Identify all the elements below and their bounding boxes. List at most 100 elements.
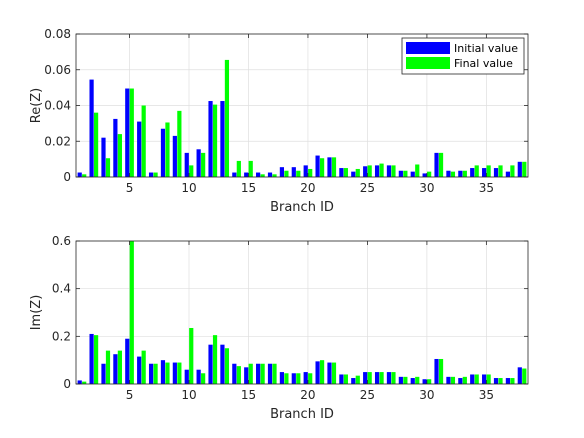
- bar-final-value: [117, 134, 122, 177]
- bar-final-value: [105, 350, 111, 384]
- bar-final-value: [427, 379, 432, 384]
- bar-initial-value: [374, 372, 380, 384]
- bar-final-value: [474, 374, 479, 384]
- bar-initial-value: [351, 171, 356, 177]
- bar-initial-value: [125, 338, 130, 384]
- im-z-plot-area: [76, 241, 528, 384]
- bar-final-value: [427, 171, 432, 177]
- bar-final-value: [129, 241, 134, 384]
- bar-initial-value: [291, 167, 296, 177]
- bar-initial-value: [125, 88, 130, 177]
- bar-final-value: [319, 158, 325, 177]
- bar-initial-value: [184, 152, 189, 177]
- bar-initial-value: [160, 360, 166, 384]
- y-tick-label: 0.08: [44, 27, 71, 41]
- re-z-y-axis-label: Re(Z): [29, 88, 44, 124]
- bar-initial-value: [148, 172, 154, 177]
- bar-final-value: [272, 363, 277, 384]
- bar-initial-value: [101, 363, 106, 384]
- bar-final-value: [343, 168, 348, 177]
- bar-final-value: [462, 170, 467, 177]
- bar-initial-value: [505, 171, 511, 177]
- bar-final-value: [474, 165, 479, 177]
- bar-final-value: [165, 362, 170, 384]
- bar-initial-value: [482, 168, 487, 177]
- x-tick-label: 15: [241, 388, 256, 402]
- bar-final-value: [403, 170, 408, 177]
- bar-initial-value: [517, 367, 522, 384]
- bar-initial-value: [363, 166, 368, 177]
- x-tick-label: 5: [126, 181, 134, 195]
- bar-final-value: [498, 165, 503, 177]
- bar-final-value: [129, 88, 134, 177]
- bar-final-value: [415, 164, 420, 177]
- bar-initial-value: [113, 354, 118, 384]
- y-tick-label: 0.4: [52, 282, 71, 296]
- bar-initial-value: [267, 172, 273, 177]
- bar-final-value: [391, 372, 396, 384]
- bar-initial-value: [291, 373, 296, 384]
- bar-initial-value: [386, 165, 392, 177]
- bar-initial-value: [493, 168, 499, 177]
- bar-initial-value: [303, 372, 308, 384]
- y-tick-label: 0.06: [44, 63, 71, 77]
- bar-final-value: [141, 350, 146, 384]
- y-tick-label: 0.6: [52, 234, 71, 248]
- bar-final-value: [438, 152, 444, 177]
- bar-initial-value: [244, 367, 249, 384]
- bar-initial-value: [137, 356, 142, 384]
- im-z-chart: 0 0.2 0.4 0.6 5 10 15 20 25 30 35 Branch ID Im(Z): [29, 234, 529, 422]
- bar-initial-value: [470, 374, 475, 384]
- bar-final-value: [93, 112, 99, 177]
- y-tick-label: 0.2: [52, 329, 71, 343]
- bar-initial-value: [398, 376, 403, 384]
- x-tick-label: 30: [419, 388, 434, 402]
- re-z-bars: [77, 59, 527, 177]
- bar-final-value: [308, 373, 313, 384]
- bar-final-value: [272, 174, 277, 177]
- bar-final-value: [224, 348, 230, 384]
- bar-initial-value: [148, 363, 154, 384]
- bar-initial-value: [315, 155, 320, 177]
- bar-initial-value: [196, 149, 201, 177]
- bar-initial-value: [208, 344, 213, 384]
- y-tick-label: 0.02: [44, 134, 71, 148]
- bar-final-value: [510, 165, 515, 177]
- im-z-bars: [77, 241, 527, 385]
- bar-final-value: [343, 374, 348, 384]
- bar-final-value: [498, 378, 503, 384]
- bar-final-value: [117, 350, 122, 384]
- x-tick-label: 20: [300, 388, 315, 402]
- bar-final-value: [415, 376, 420, 384]
- bar-final-value: [355, 168, 360, 177]
- bar-final-value: [189, 327, 194, 384]
- bar-final-value: [331, 362, 337, 384]
- bar-initial-value: [446, 170, 451, 177]
- bar-final-value: [153, 172, 158, 177]
- bar-final-value: [248, 363, 253, 384]
- bar-final-value: [522, 368, 527, 384]
- legend: Initial value Final value: [401, 37, 525, 75]
- bar-initial-value: [482, 374, 487, 384]
- bar-final-value: [462, 376, 467, 384]
- bar-final-value: [510, 378, 515, 384]
- bar-final-value: [522, 161, 527, 177]
- bar-initial-value: [434, 358, 439, 384]
- bar-final-value: [236, 366, 241, 385]
- im-z-axes-box: [75, 240, 529, 385]
- bar-final-value: [165, 122, 170, 177]
- bar-initial-value: [101, 137, 106, 177]
- bar-final-value: [379, 372, 384, 384]
- bar-final-value: [82, 381, 87, 384]
- bar-initial-value: [77, 172, 82, 177]
- bar-initial-value: [232, 363, 237, 384]
- bar-initial-value: [113, 118, 118, 177]
- bar-initial-value: [470, 168, 475, 177]
- bar-final-value: [438, 358, 444, 384]
- bar-final-value: [486, 374, 491, 384]
- x-tick-label: 25: [360, 181, 375, 195]
- bar-initial-value: [220, 101, 225, 177]
- re-z-x-axis-label: Branch ID: [270, 200, 334, 215]
- bar-initial-value: [315, 361, 320, 384]
